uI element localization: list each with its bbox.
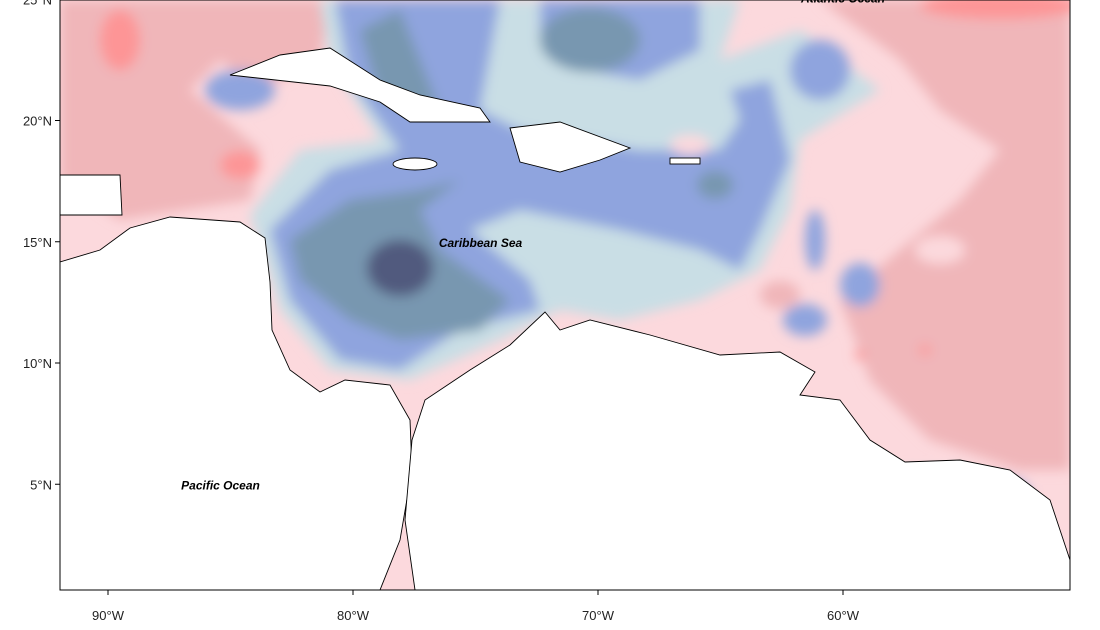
lat-tick-label: 15°N [23,235,52,250]
ocean-label: Pacific Ocean [181,478,260,492]
central-america [60,216,413,590]
lon-tick-label: 60°W [827,608,860,623]
lat-tick-label: 25°N [23,0,52,7]
land [60,47,1070,590]
lat-tick-label: 10°N [23,356,52,371]
jamaica [392,157,438,171]
ocean-label: Atlantic Ocean [800,0,885,5]
ocean-label: Caribbean Sea [439,236,523,250]
map-frame [59,0,1071,591]
lon-tick-label: 70°W [582,608,615,623]
cuba [229,47,491,123]
lon-tick-label: 90°W [92,608,125,623]
lat-tick-label: 20°N [23,114,52,129]
mexico [60,174,123,216]
field [60,0,1070,590]
lon-tick-label: 80°W [337,608,370,623]
hispaniola [509,121,632,173]
south-america [404,311,1070,590]
lat-tick-label: 5°N [30,477,52,492]
puerto-rico [669,157,701,165]
